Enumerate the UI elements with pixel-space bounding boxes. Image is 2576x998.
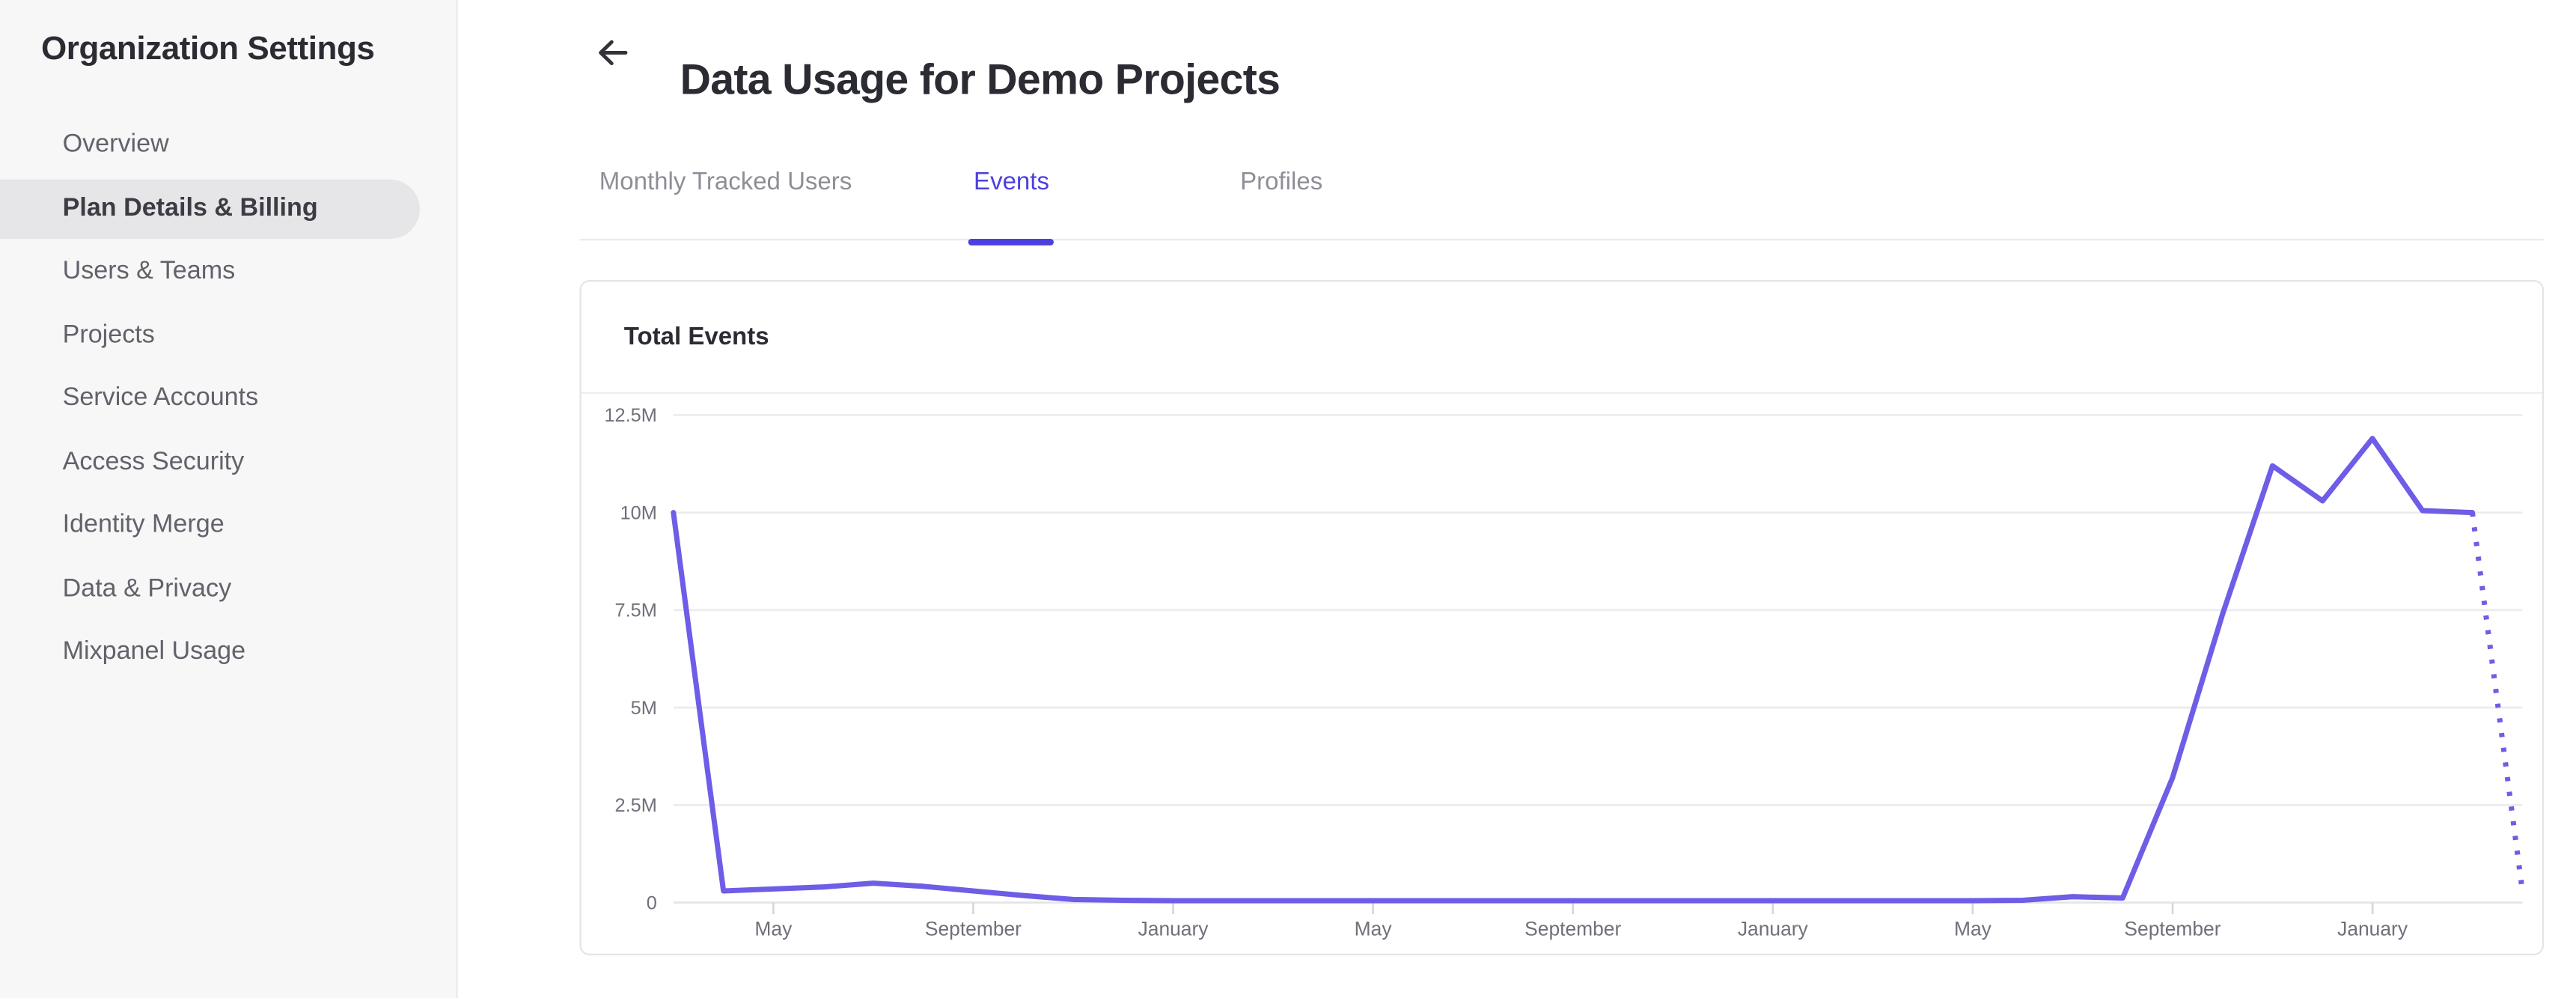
x-axis-label: January [2337,918,2408,940]
x-axis-label: May [1954,918,1992,940]
sidebar-item-plan-details-billing[interactable]: Plan Details & Billing [0,177,456,241]
selected-item-pill [0,179,420,238]
card-title: Total Events [623,323,769,351]
total-events-line-projected [2470,512,2525,892]
x-axis-label: September [2124,918,2221,940]
sidebar-nav: Overview Plan Details & Billing Users & … [0,114,456,684]
total-events-line [671,436,2476,904]
total-events-card: Total Events 12.5M 10M 7.5M 5M 2.5M 0 May Septe… [579,280,2545,955]
y-axis-label: 0 [647,892,657,913]
x-axis-label: May [754,918,793,940]
sidebar-title: Organization Settings [41,31,375,68]
sidebar-item-identity-merge[interactable]: Identity Merge [62,511,225,539]
tab-monthly-tracked-users[interactable]: Monthly Tracked Users [599,168,852,196]
sidebar-item-overview[interactable]: Overview [62,130,169,159]
card-header: Total Events [581,282,2542,394]
back-button[interactable] [593,33,632,73]
tab-events[interactable]: Events [968,158,1054,246]
y-axis-label: 10M [620,502,657,523]
y-axis-label: 12.5M [604,405,656,426]
settings-sidebar: Organization Settings Overview Plan Deta… [0,0,458,998]
y-axis-label: 5M [631,698,657,719]
x-axis-label: September [1524,918,1621,940]
x-axis-label: January [1138,918,1209,940]
usage-tabs: Monthly Tracked Users Events Profiles [579,158,2545,246]
x-axis-label: January [1738,918,1809,940]
sidebar-item-service-accounts[interactable]: Service Accounts [62,384,259,413]
sidebar-item-access-security[interactable]: Access Security [62,447,245,476]
sidebar-item-users-teams[interactable]: Users & Teams [62,257,236,286]
sidebar-item-data-privacy[interactable]: Data & Privacy [62,574,232,603]
x-axis-label: September [925,918,1022,940]
y-axis-label: 7.5M [615,600,657,621]
y-axis-label: 2.5M [615,795,657,816]
x-axis-label: May [1355,918,1393,940]
page-title: Data Usage for Demo Projects [680,55,1281,105]
sidebar-item-projects[interactable]: Projects [62,320,155,349]
tab-profiles[interactable]: Profiles [1240,168,1323,196]
back-arrow-icon [593,33,632,73]
sidebar-item-mixpanel-usage[interactable]: Mixpanel Usage [62,637,246,666]
